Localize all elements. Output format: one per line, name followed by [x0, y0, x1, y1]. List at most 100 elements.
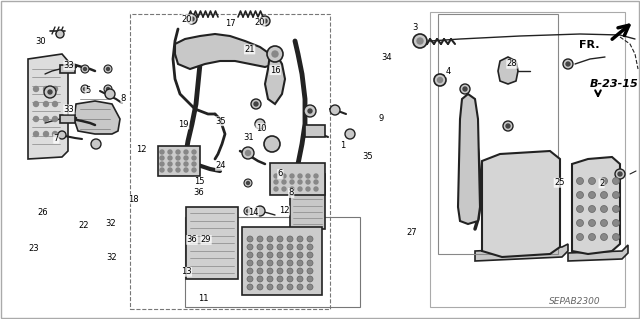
Circle shape	[589, 191, 595, 198]
Circle shape	[434, 74, 446, 86]
Circle shape	[184, 156, 188, 160]
Text: 21: 21	[244, 45, 255, 54]
Circle shape	[81, 85, 89, 93]
Circle shape	[615, 169, 625, 179]
Circle shape	[247, 284, 253, 290]
Circle shape	[506, 124, 510, 128]
Circle shape	[306, 180, 310, 184]
Circle shape	[33, 101, 38, 107]
Circle shape	[247, 236, 253, 242]
Circle shape	[244, 179, 252, 187]
Circle shape	[44, 131, 49, 137]
Circle shape	[33, 86, 38, 92]
Circle shape	[298, 180, 302, 184]
Circle shape	[600, 191, 607, 198]
Circle shape	[184, 168, 188, 172]
Circle shape	[589, 205, 595, 212]
Circle shape	[246, 151, 250, 155]
Text: 16: 16	[270, 66, 280, 75]
Text: 20: 20	[255, 18, 265, 27]
Circle shape	[307, 284, 313, 290]
Circle shape	[566, 62, 570, 66]
Circle shape	[297, 284, 303, 290]
Text: 33: 33	[64, 105, 74, 114]
Circle shape	[251, 99, 261, 109]
Polygon shape	[482, 151, 560, 257]
Circle shape	[307, 268, 313, 274]
Text: 11: 11	[198, 294, 209, 303]
Circle shape	[257, 244, 263, 250]
Circle shape	[297, 260, 303, 266]
Text: 19: 19	[179, 120, 189, 129]
Circle shape	[91, 139, 101, 149]
Circle shape	[257, 276, 263, 282]
Circle shape	[307, 236, 313, 242]
Bar	[430, 12, 625, 307]
Text: 5: 5	[85, 86, 90, 95]
Circle shape	[242, 147, 254, 159]
Circle shape	[267, 236, 273, 242]
Circle shape	[287, 260, 293, 266]
Circle shape	[168, 168, 172, 172]
Circle shape	[314, 187, 318, 191]
Polygon shape	[568, 245, 628, 261]
Circle shape	[306, 187, 310, 191]
Text: 1: 1	[340, 141, 345, 150]
Circle shape	[297, 236, 303, 242]
Circle shape	[247, 276, 253, 282]
Circle shape	[44, 116, 49, 122]
Text: 12: 12	[136, 145, 147, 154]
Circle shape	[513, 182, 527, 196]
Text: 13: 13	[181, 267, 191, 276]
Circle shape	[438, 78, 442, 83]
Circle shape	[503, 121, 513, 131]
Circle shape	[463, 87, 467, 91]
Circle shape	[282, 174, 286, 178]
Circle shape	[44, 86, 49, 92]
Circle shape	[263, 19, 267, 23]
Text: 24: 24	[216, 161, 226, 170]
Polygon shape	[74, 101, 120, 134]
Circle shape	[255, 119, 265, 129]
Circle shape	[267, 284, 273, 290]
Circle shape	[44, 86, 56, 98]
Circle shape	[272, 51, 278, 57]
Circle shape	[589, 177, 595, 184]
Circle shape	[290, 187, 294, 191]
Bar	[438, 14, 558, 254]
Text: 32: 32	[107, 253, 117, 262]
Text: 27: 27	[407, 228, 417, 237]
Circle shape	[307, 276, 313, 282]
Text: 17: 17	[225, 19, 236, 28]
Text: 14: 14	[248, 208, 259, 217]
Circle shape	[612, 177, 620, 184]
Bar	[290, 174, 325, 229]
Circle shape	[192, 162, 196, 166]
Circle shape	[257, 260, 263, 266]
Circle shape	[274, 174, 278, 178]
Circle shape	[267, 252, 273, 258]
Circle shape	[282, 187, 286, 191]
Bar	[242, 227, 322, 295]
Circle shape	[297, 252, 303, 258]
Circle shape	[290, 180, 294, 184]
Bar	[305, 125, 325, 137]
Circle shape	[260, 16, 270, 26]
Circle shape	[304, 105, 316, 117]
Circle shape	[307, 260, 313, 266]
Polygon shape	[175, 34, 275, 69]
Circle shape	[277, 276, 283, 282]
Circle shape	[287, 276, 293, 282]
Circle shape	[52, 86, 58, 92]
Circle shape	[274, 187, 278, 191]
Circle shape	[314, 174, 318, 178]
Circle shape	[81, 65, 89, 73]
Circle shape	[52, 116, 58, 122]
Circle shape	[267, 260, 273, 266]
Circle shape	[176, 168, 180, 172]
Circle shape	[612, 234, 620, 241]
Circle shape	[267, 268, 273, 274]
Text: 8: 8	[121, 94, 126, 103]
Circle shape	[192, 168, 196, 172]
Circle shape	[577, 219, 584, 226]
